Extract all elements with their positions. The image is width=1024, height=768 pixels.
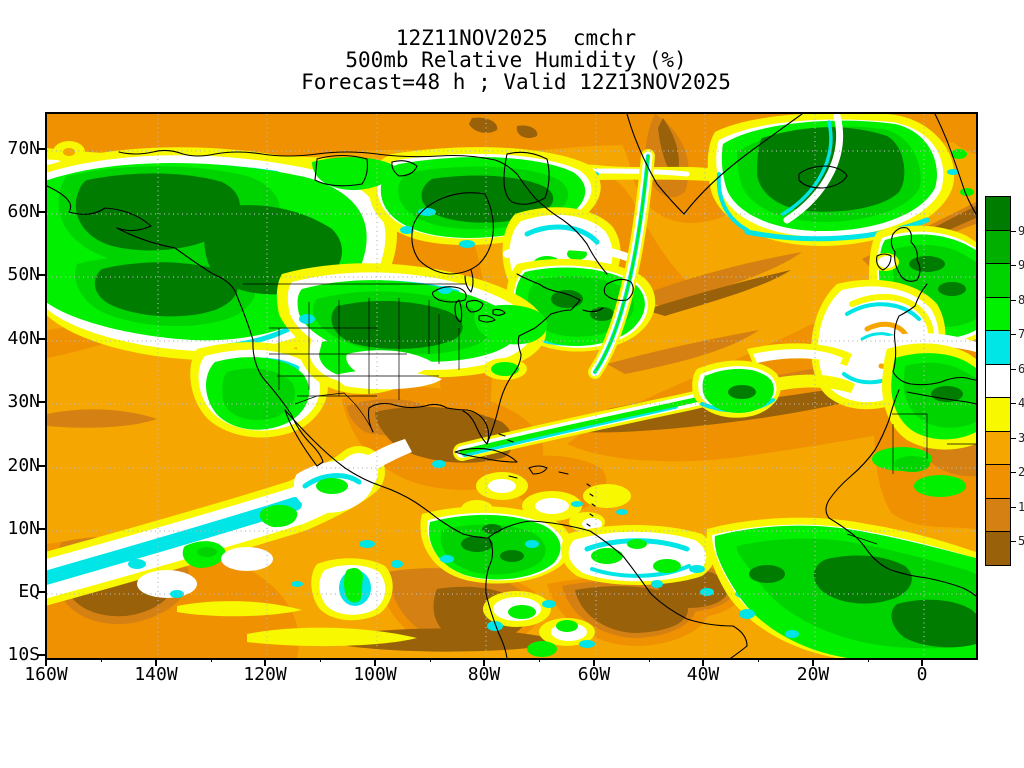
colorbar-tick <box>1011 230 1016 232</box>
y-axis-label: 40N <box>7 328 40 349</box>
colorbar-label: 5 <box>1018 534 1024 548</box>
colorbar-tick <box>1011 265 1016 266</box>
x-axis-tick <box>702 658 704 666</box>
colorbar-swatch <box>985 531 1011 566</box>
x-axis-label: 60W <box>577 664 611 685</box>
x-axis-label: 140W <box>134 664 178 685</box>
title-variable-line: 500mb Relative Humidity (%) <box>345 48 687 72</box>
y-axis-label: EQ <box>18 581 40 602</box>
x-axis-tick <box>812 658 814 666</box>
colorbar-swatch <box>985 430 1011 465</box>
x-axis-tick <box>921 658 923 666</box>
coastlines <box>47 114 976 658</box>
colorbar-label: 90 <box>1018 258 1024 272</box>
y-axis-label: 30N <box>7 391 40 412</box>
colorbar-label: 95 <box>1018 223 1024 238</box>
colorbar-tick <box>1011 403 1016 404</box>
x-axis-label: 80W <box>467 664 501 685</box>
colorbar-label: 20 <box>1018 465 1024 479</box>
y-axis-label: 10N <box>7 518 40 539</box>
y-axis-tick <box>37 528 45 530</box>
colorbar-label: 40 <box>1018 396 1024 410</box>
colorbar-label: 60 <box>1018 361 1024 376</box>
x-axis-minor-tick <box>101 658 102 662</box>
y-axis-tick <box>37 338 45 340</box>
y-axis-tick <box>37 591 45 593</box>
y-axis-label: 50N <box>7 264 40 285</box>
map-frame <box>45 112 978 660</box>
x-axis-minor-tick <box>758 658 759 662</box>
colorbar-swatch <box>985 363 1011 398</box>
graticule <box>47 114 976 658</box>
colorbar-tick <box>1011 368 1016 370</box>
x-axis-minor-tick <box>320 658 321 662</box>
y-axis-label: 10S <box>7 644 40 665</box>
colorbar-swatch <box>985 196 1011 231</box>
x-axis-minor-tick <box>430 658 431 662</box>
colorbar-swatch <box>985 296 1011 331</box>
colorbar-label: 30 <box>1018 430 1024 445</box>
colorbar-label: 10 <box>1018 499 1024 514</box>
colorbar-label: 70 <box>1018 327 1024 341</box>
y-axis-tick <box>37 401 45 403</box>
colorbar-tick <box>1011 334 1016 335</box>
colorbar-tick <box>1011 437 1016 439</box>
colorbar-swatch <box>985 397 1011 432</box>
colorbar-swatch <box>985 464 1011 499</box>
colorbar-swatch <box>985 330 1011 365</box>
x-axis-minor-tick <box>649 658 650 662</box>
x-axis-tick <box>593 658 595 666</box>
y-axis-tick <box>37 654 45 656</box>
y-axis-tick <box>37 274 45 276</box>
y-axis-tick <box>37 148 45 150</box>
field-moist-regions <box>47 114 976 658</box>
colorbar-swatch <box>985 497 1011 532</box>
x-axis-minor-tick <box>211 658 212 662</box>
x-axis-label: 20W <box>796 664 830 685</box>
colorbar-swatch <box>985 263 1011 298</box>
y-axis-tick <box>37 465 45 467</box>
x-axis-label: 0 <box>916 664 928 685</box>
colorbar-tick <box>1011 506 1016 508</box>
y-axis-label: 60N <box>7 201 40 222</box>
colorbar-tick <box>1011 541 1016 542</box>
x-axis-tick <box>155 658 157 666</box>
x-axis-tick <box>264 658 266 666</box>
y-axis-tick <box>37 211 45 213</box>
x-axis-minor-tick <box>539 658 540 662</box>
colorbar-tick <box>1011 299 1016 301</box>
title-run-line: 12Z11NOV2025 cmchr <box>395 26 637 50</box>
x-axis-tick <box>483 658 485 666</box>
x-axis-tick <box>45 658 47 666</box>
x-axis-label: 160W <box>24 664 68 685</box>
colorbar <box>985 196 1011 566</box>
x-axis-tick <box>374 658 376 666</box>
y-axis-label: 70N <box>7 138 40 159</box>
x-axis-label: 100W <box>353 664 397 685</box>
title-valid-line: Forecast=48 h ; Valid 12Z13NOV2025 <box>301 70 731 94</box>
political-borders <box>243 283 976 545</box>
colorbar-tick <box>1011 472 1016 473</box>
colorbar-label: 80 <box>1018 292 1024 307</box>
y-axis-label: 20N <box>7 455 40 476</box>
colorbar-swatch <box>985 229 1011 264</box>
x-axis-minor-tick <box>868 658 869 662</box>
chart-title-block: 12Z11NOV2025 cmchr 500mb Relative Humidi… <box>0 27 1024 93</box>
x-axis-label: 40W <box>686 664 720 685</box>
x-axis-label: 120W <box>243 664 287 685</box>
humidity-field <box>47 114 976 658</box>
